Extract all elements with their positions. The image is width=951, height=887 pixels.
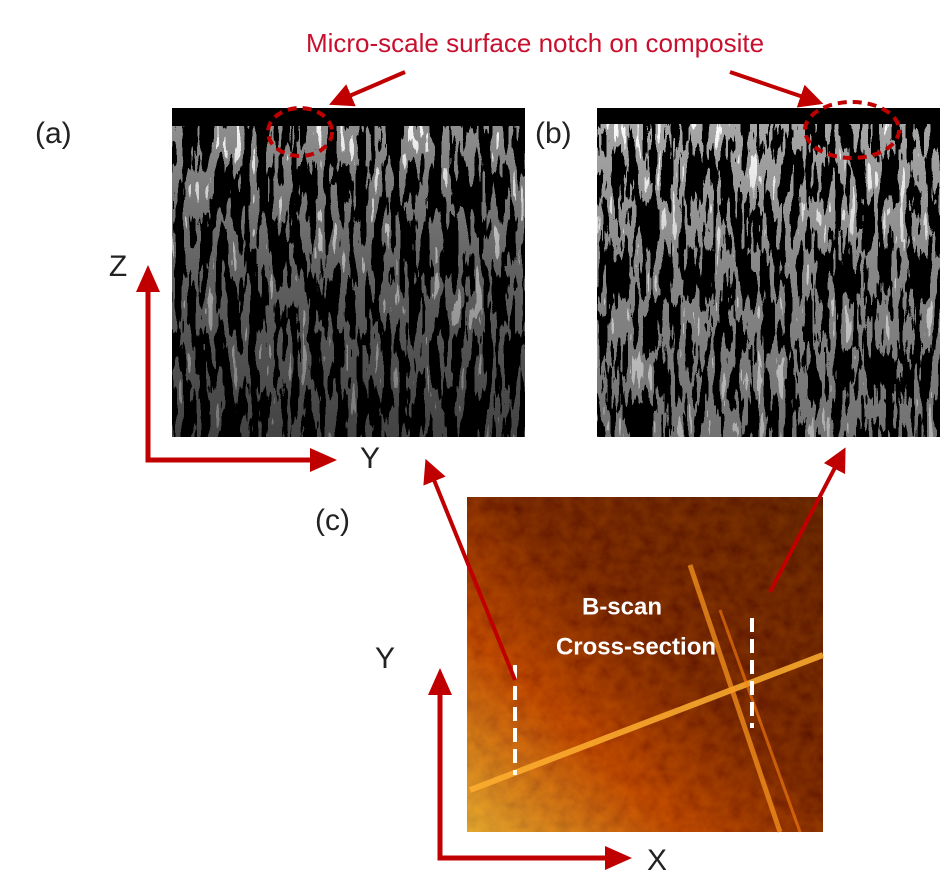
scan-label: Cross-section (556, 633, 716, 660)
axis-label: X (647, 844, 667, 877)
axis-label: Z (109, 250, 127, 283)
arrowhead (310, 448, 337, 472)
arrowhead (605, 846, 632, 870)
figure: Micro-scale surface notch on composite B… (0, 0, 951, 882)
panel-label: (a) (35, 117, 72, 150)
arrowhead (136, 265, 160, 292)
panel-label: (c) (315, 504, 350, 537)
arrow (730, 72, 812, 100)
annotation: Micro-scale surface notch on composite (306, 28, 764, 58)
axis-label: Y (375, 642, 395, 675)
arrow (340, 72, 405, 100)
bscan-a (172, 108, 525, 437)
axis-label: Y (360, 442, 380, 475)
scan-label: B-scan (582, 593, 662, 620)
panel-label: (b) (535, 117, 572, 150)
top-view-c (467, 497, 823, 832)
arrowhead (428, 668, 452, 695)
bscan-b (597, 108, 940, 437)
